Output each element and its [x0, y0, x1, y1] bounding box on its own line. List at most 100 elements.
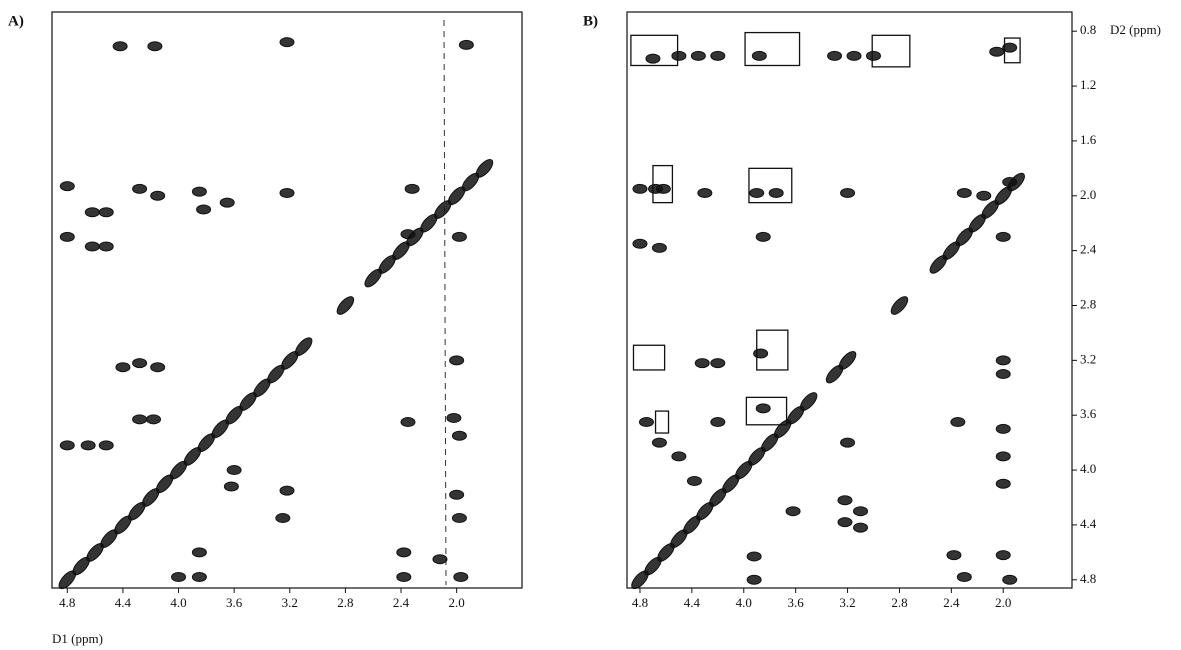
highlight-box	[633, 345, 664, 370]
contour-peak	[401, 418, 415, 427]
contour-peak	[192, 573, 206, 582]
x-tick-label: 4.8	[59, 595, 75, 610]
contour-peak	[652, 243, 666, 252]
x-tick-label: 2.4	[393, 595, 410, 610]
contour-peak	[888, 294, 910, 317]
contour-peak	[711, 51, 725, 60]
contour-peak	[1003, 178, 1017, 187]
contour-peak	[996, 424, 1010, 433]
contour-peak	[197, 205, 211, 214]
contour-peak	[397, 573, 411, 582]
contour-peak	[99, 242, 113, 251]
contour-peak	[828, 51, 842, 60]
contour-peak	[947, 551, 961, 560]
contour-peak	[192, 548, 206, 557]
plot-frame	[52, 12, 522, 588]
contour-peak	[786, 507, 800, 516]
contour-peak	[798, 390, 820, 413]
x-tick-label: 4.0	[736, 595, 752, 610]
contour-peak	[838, 518, 852, 527]
y-tick-label: 0.8	[1080, 22, 1096, 37]
contour-peak	[147, 415, 161, 424]
contour-peak	[459, 40, 473, 49]
contour-peak	[951, 418, 965, 427]
x-tick-label: 2.0	[995, 595, 1011, 610]
contour-peak	[633, 239, 647, 248]
contour-peak	[60, 441, 74, 450]
y-tick-label: 4.4	[1080, 516, 1097, 531]
contour-peak	[695, 359, 709, 368]
contour-peak	[672, 452, 686, 461]
contour-peak	[646, 54, 660, 63]
figure: A) D1 (ppm) B) D2 (ppm) 4.84.44.03.63.22…	[0, 0, 1181, 650]
contour-peak	[452, 232, 466, 241]
contour-peak	[1003, 575, 1017, 584]
contour-peak	[652, 438, 666, 447]
contour-peak	[750, 189, 764, 198]
x-tick-label: 3.2	[282, 595, 298, 610]
x-tick-label: 3.6	[788, 595, 805, 610]
contour-peak	[867, 51, 881, 60]
contour-peak	[698, 189, 712, 198]
contour-peak	[280, 189, 294, 198]
contour-peak	[996, 232, 1010, 241]
contour-peak	[450, 356, 464, 365]
contour-peak	[454, 573, 468, 582]
y-tick-label: 4.0	[1080, 461, 1096, 476]
contour-peak	[756, 404, 770, 413]
contour-peak	[747, 575, 761, 584]
contour-peak	[151, 363, 165, 372]
contour-peak	[957, 573, 971, 582]
contour-peak	[81, 441, 95, 450]
contour-peak	[334, 294, 356, 317]
y-tick-label: 2.0	[1080, 187, 1096, 202]
contour-peak	[433, 555, 447, 564]
contour-peak	[276, 514, 290, 523]
x-tick-label: 4.4	[684, 595, 701, 610]
contour-peak	[148, 42, 162, 51]
contour-peak	[397, 548, 411, 557]
contour-peak	[990, 47, 1004, 56]
highlight-box	[656, 411, 669, 433]
contour-peak	[977, 191, 991, 200]
contour-peak	[672, 51, 686, 60]
contour-peak	[711, 418, 725, 427]
contour-peak	[447, 413, 461, 422]
x-tick-label: 3.2	[839, 595, 855, 610]
x-tick-label: 2.0	[449, 595, 465, 610]
contour-peak	[996, 479, 1010, 488]
contour-peak	[60, 232, 74, 241]
contour-peak	[113, 42, 127, 51]
contour-peak	[452, 514, 466, 523]
t1-noise-streak	[444, 20, 446, 585]
y-tick-label: 2.4	[1080, 242, 1097, 257]
contour-peak	[133, 184, 147, 193]
contour-peak	[473, 157, 495, 180]
contour-peak	[293, 335, 315, 358]
panel-label: A)	[8, 13, 24, 29]
contour-peak	[747, 552, 761, 561]
contour-peak	[151, 191, 165, 200]
contour-peak	[996, 551, 1010, 560]
panel-label: B)	[583, 13, 598, 29]
contour-peak	[227, 466, 241, 475]
contour-peak	[957, 189, 971, 198]
contour-peak	[756, 232, 770, 241]
x-tick-label: 2.8	[337, 595, 353, 610]
contour-peak	[192, 187, 206, 196]
contour-peak	[836, 349, 858, 372]
highlight-box	[872, 35, 910, 67]
contour-peak	[841, 189, 855, 198]
contour-peak	[450, 490, 464, 499]
y-tick-label: 1.6	[1080, 132, 1097, 147]
y-tick-label: 4.8	[1080, 571, 1096, 586]
y-tick-label: 1.2	[1080, 77, 1096, 92]
contour-peak	[996, 356, 1010, 365]
contour-peak	[220, 198, 234, 207]
contour-peak	[838, 496, 852, 505]
contour-peak	[133, 359, 147, 368]
contour-peak	[996, 370, 1010, 379]
x-tick-label: 2.8	[891, 595, 907, 610]
contour-peak	[769, 189, 783, 198]
contour-peak	[847, 51, 861, 60]
